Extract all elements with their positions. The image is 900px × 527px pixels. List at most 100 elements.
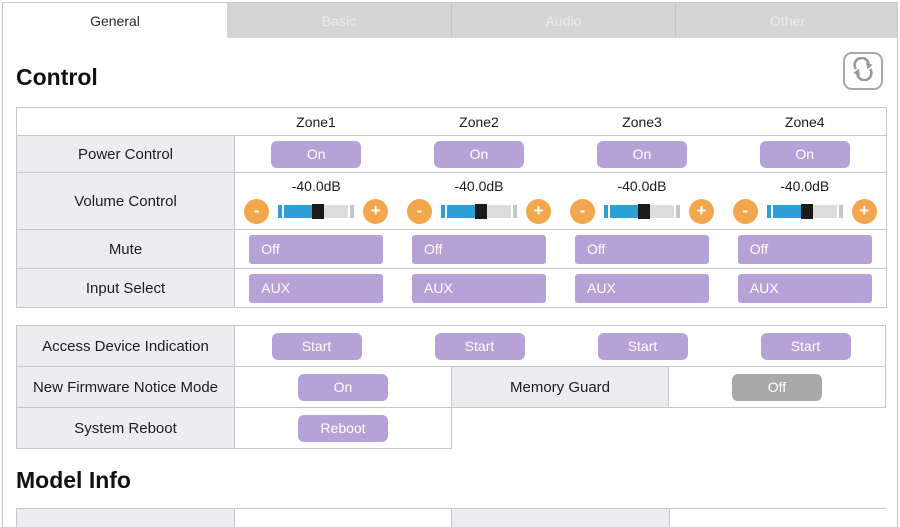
power-button-zone2[interactable]: On [434,140,524,168]
model-info-label-cell [17,509,235,527]
slider-start-tick [604,205,608,218]
misc-settings-table: Access Device Indication Start Start Sta… [16,325,886,449]
power-button-zone4[interactable]: On [759,140,850,168]
model-info-table [16,508,887,527]
volume-slider-zone4[interactable] [766,204,843,219]
slider-rest [324,205,349,218]
slider-end-tick [838,205,843,218]
zone1-header: Zone1 [234,107,398,136]
tab-other[interactable]: Other [675,3,897,38]
tab-basic-label: Basic [321,12,357,29]
control-title: Control [16,64,98,90]
slider-fill [284,205,313,218]
volume-widget-zone2: -40.0dB - + [398,178,561,224]
access-device-start-button-zone1[interactable]: Start [271,332,362,360]
volume-value-zone4: -40.0dB [780,178,830,194]
slider-handle[interactable] [800,204,813,219]
tab-general-label: General [90,12,140,29]
volume-slider-zone2[interactable] [441,204,517,219]
slider-handle[interactable] [312,204,325,219]
system-reboot-row: System Reboot Reboot [16,407,452,449]
firmware-memory-guard-row: New Firmware Notice Mode On Memory Guard… [16,366,886,408]
slider-end-tick [350,205,355,218]
power-control-label: Power Control [16,135,235,173]
volume-minus-button-zone4[interactable]: - [732,199,758,224]
tab-bar: General Basic Audio Other [3,3,897,38]
access-device-start-button-zone4[interactable]: Start [760,332,851,360]
volume-value-zone3: -40.0dB [617,178,667,194]
slider-end-tick [676,205,680,218]
system-reboot-button[interactable]: Reboot [298,414,388,442]
slider-fill [610,205,638,218]
mute-select-zone4[interactable]: Off [737,234,872,264]
mute-label: Mute [16,229,235,269]
volume-slider-zone3[interactable] [604,204,680,219]
volume-plus-button-zone4[interactable]: + [851,199,877,224]
volume-value-zone1: -40.0dB [291,178,341,194]
firmware-notice-label: New Firmware Notice Mode [17,367,235,407]
slider-start-tick [766,205,771,218]
zone2-header: Zone2 [397,107,561,136]
input-select-zone1[interactable]: AUX [249,273,384,303]
model-info-section-header: Model Info [3,467,897,497]
slider-rest [650,205,674,218]
volume-widget-zone3: -40.0dB - + [561,178,724,224]
control-table: Zone1 Zone2 Zone3 Zone4 Power Control On… [16,107,887,308]
model-info-value-cell [670,509,887,527]
access-device-start-button-zone2[interactable]: Start [434,332,525,360]
system-reboot-label: System Reboot [17,408,235,448]
mute-row: Mute Off Off Off Off [16,229,887,269]
power-control-row: Power Control On On On On [16,135,887,173]
input-select-label: Input Select [16,268,235,308]
model-info-label-cell [452,509,670,527]
slider-rest [487,205,511,218]
zone3-header: Zone3 [560,107,724,136]
slider-fill [772,205,801,218]
volume-plus-button-zone1[interactable]: + [363,199,389,224]
access-device-row: Access Device Indication Start Start Sta… [16,325,886,367]
memory-guard-button[interactable]: Off [732,373,822,401]
volume-plus-button-zone2[interactable]: + [526,199,551,224]
slider-fill [447,205,475,218]
power-button-zone3[interactable]: On [597,140,687,168]
access-device-start-button-zone3[interactable]: Start [597,332,688,360]
refresh-button[interactable] [843,52,883,90]
volume-control-label: Volume Control [16,172,235,230]
zone-header-row: Zone1 Zone2 Zone3 Zone4 [16,107,887,136]
slider-handle[interactable] [475,204,487,219]
tab-basic[interactable]: Basic [227,3,451,38]
volume-minus-button-zone2[interactable]: - [407,199,432,224]
tab-audio[interactable]: Audio [451,3,675,38]
slider-start-tick [278,205,283,218]
firmware-notice-button[interactable]: On [298,373,388,401]
slider-rest [812,205,837,218]
input-select-zone3[interactable]: AUX [575,273,709,303]
zone4-header: Zone4 [723,107,887,136]
memory-guard-label: Memory Guard [451,367,669,407]
input-select-row: Input Select AUX AUX AUX AUX [16,268,887,308]
volume-widget-zone1: -40.0dB - + [235,178,398,224]
mute-select-zone2[interactable]: Off [412,234,546,264]
input-select-zone4[interactable]: AUX [737,273,872,303]
power-button-zone1[interactable]: On [271,140,362,168]
mute-select-zone3[interactable]: Off [575,234,709,264]
tab-other-label: Other [769,12,805,29]
volume-minus-button-zone1[interactable]: - [244,199,270,224]
model-info-title: Model Info [16,467,131,493]
input-select-zone2[interactable]: AUX [412,273,546,303]
mute-select-zone1[interactable]: Off [249,234,384,264]
volume-slider-zone1[interactable] [278,204,355,219]
refresh-icon [851,56,875,86]
volume-minus-button-zone3[interactable]: - [570,199,595,224]
volume-control-row: Volume Control -40.0dB - + -40.0dB [16,172,887,230]
volume-plus-button-zone3[interactable]: + [689,199,714,224]
access-device-label: Access Device Indication [17,326,235,366]
zone-header-empty-cell [16,107,235,136]
tab-audio-label: Audio [545,12,582,29]
model-info-value-cell [235,509,452,527]
slider-handle[interactable] [638,204,650,219]
tab-general[interactable]: General [3,3,227,38]
slider-end-tick [513,205,517,218]
volume-widget-zone4: -40.0dB - + [724,178,887,224]
